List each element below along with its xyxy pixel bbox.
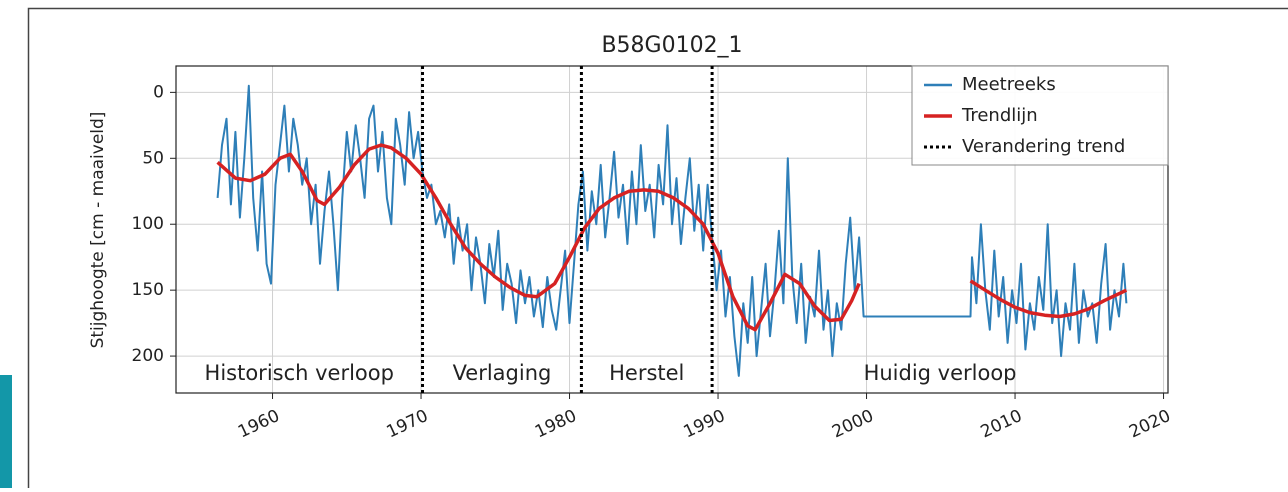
y-tick-label: 150 [132, 280, 164, 300]
side-bar [0, 375, 12, 488]
y-tick-label: 50 [142, 148, 164, 168]
section-label: Huidig verloop [864, 361, 1017, 385]
y-tick-label: 0 [153, 82, 164, 102]
section-label: Herstel [609, 361, 684, 385]
y-tick-label: 100 [132, 214, 164, 234]
legend-label: Verandering trend [962, 136, 1125, 157]
section-label: Verlaging [453, 361, 552, 385]
y-axis-label: Stijghoogte [cm - maaiveld] [88, 112, 108, 349]
legend-label: Trendlijn [961, 105, 1038, 126]
chart-title: B58G0102_1 [601, 33, 742, 58]
section-label: Historisch verloop [205, 361, 394, 385]
y-tick-label: 200 [132, 346, 164, 366]
legend-label: Meetreeks [962, 74, 1056, 95]
